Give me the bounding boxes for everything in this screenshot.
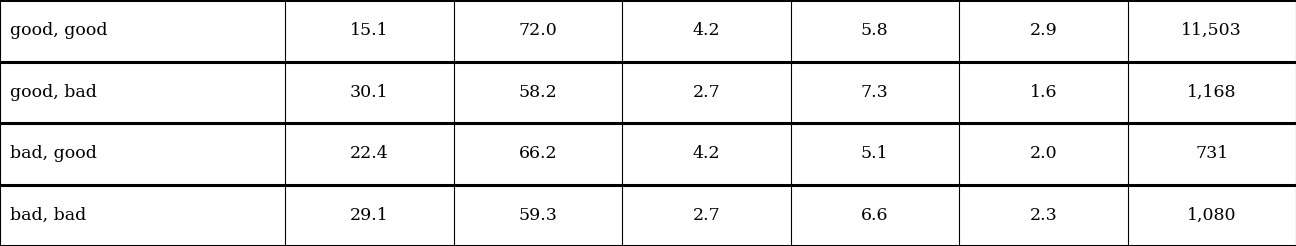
Text: 30.1: 30.1	[350, 84, 389, 101]
Text: 2.7: 2.7	[692, 84, 721, 101]
Text: 59.3: 59.3	[518, 207, 557, 224]
Text: 2.9: 2.9	[1029, 22, 1058, 39]
Text: 22.4: 22.4	[350, 145, 389, 162]
Text: bad, bad: bad, bad	[10, 207, 87, 224]
Text: 6.6: 6.6	[861, 207, 889, 224]
Text: 2.3: 2.3	[1029, 207, 1058, 224]
Text: bad, good: bad, good	[10, 145, 97, 162]
Text: 58.2: 58.2	[518, 84, 557, 101]
Text: 4.2: 4.2	[692, 145, 721, 162]
Text: 1,080: 1,080	[1187, 207, 1236, 224]
Text: 11,503: 11,503	[1182, 22, 1242, 39]
Text: 1.6: 1.6	[1029, 84, 1058, 101]
Text: good, bad: good, bad	[10, 84, 97, 101]
Text: good, good: good, good	[10, 22, 108, 39]
Text: 66.2: 66.2	[518, 145, 557, 162]
Text: 5.1: 5.1	[861, 145, 889, 162]
Text: 2.0: 2.0	[1029, 145, 1058, 162]
Text: 72.0: 72.0	[518, 22, 557, 39]
Text: 15.1: 15.1	[350, 22, 389, 39]
Text: 2.7: 2.7	[692, 207, 721, 224]
Text: 5.8: 5.8	[861, 22, 889, 39]
Text: 1,168: 1,168	[1187, 84, 1236, 101]
Text: 29.1: 29.1	[350, 207, 389, 224]
Text: 7.3: 7.3	[861, 84, 889, 101]
Text: 4.2: 4.2	[692, 22, 721, 39]
Text: 731: 731	[1195, 145, 1229, 162]
